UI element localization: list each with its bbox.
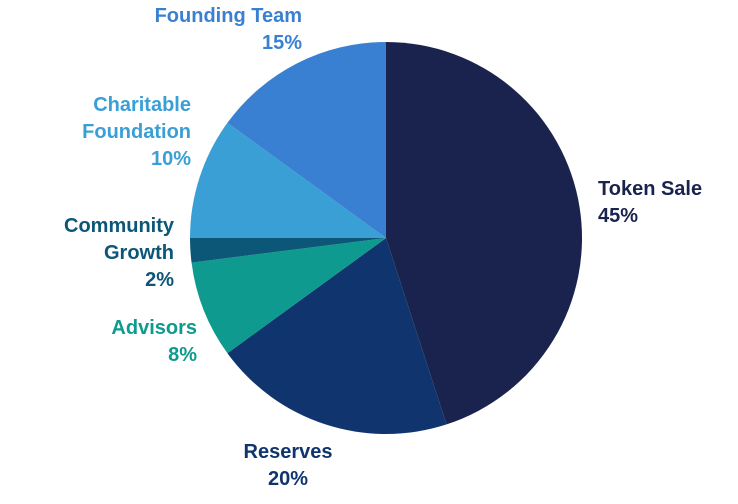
- slice-name-line: Advisors: [111, 317, 197, 339]
- slice-label-advisors: Advisors 8%: [111, 317, 197, 366]
- pie-slice-founding-team: [227, 41, 386, 238]
- slice-name-line: Charitable: [93, 94, 191, 116]
- pie-slices: [190, 41, 583, 435]
- slice-percent: 2%: [145, 269, 174, 291]
- pie-slice-charitable-foundation: [190, 122, 386, 238]
- slice-label-token-sale: Token Sale 45%: [598, 178, 702, 227]
- slice-label-community-growth: Community Growth 2%: [64, 215, 175, 291]
- slice-name-line: Growth: [104, 242, 174, 264]
- pie-labels: Token Sale 45% Reserves 20% Advisors 8% Commun…: [64, 5, 702, 490]
- slice-name-line: Reserves: [244, 441, 333, 463]
- pie-slice-community-growth: [190, 238, 386, 263]
- slice-label-charitable-foundation: Charitable Foundation 10%: [82, 94, 191, 170]
- slice-percent: 10%: [151, 148, 191, 170]
- slice-percent: 20%: [268, 468, 308, 490]
- pie-slice-token-sale: [386, 42, 583, 425]
- slice-name-line: Foundation: [82, 121, 191, 143]
- slice-name-line: Founding Team: [155, 5, 302, 27]
- pie-slice-advisors: [191, 238, 386, 354]
- pie-slice-reserves: [227, 238, 447, 435]
- slice-percent: 45%: [598, 205, 638, 227]
- slice-label-founding-team: Founding Team 15%: [155, 5, 303, 54]
- slice-label-reserves: Reserves 20%: [244, 441, 333, 490]
- slice-percent: 8%: [168, 344, 197, 366]
- slice-name-line: Community: [64, 215, 175, 237]
- slice-name-line: Token Sale: [598, 178, 702, 200]
- slice-percent: 15%: [262, 32, 302, 54]
